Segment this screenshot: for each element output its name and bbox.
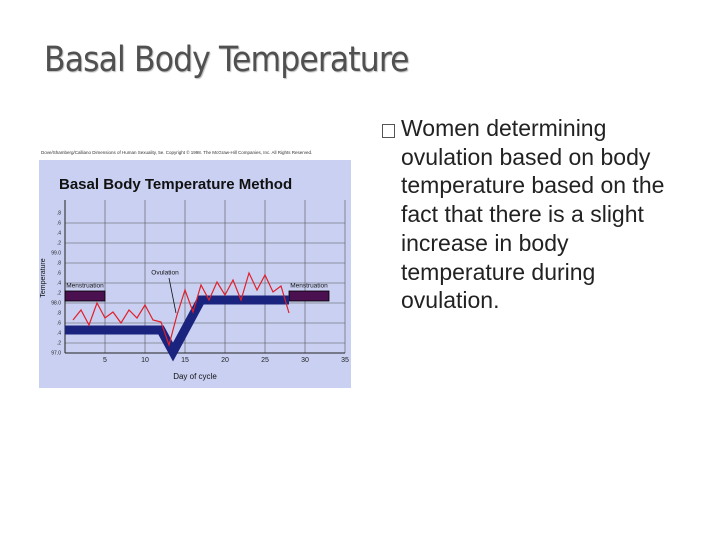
y-tick-label: .6 xyxy=(57,220,61,226)
plot-background xyxy=(39,160,351,388)
band-label: Menstruation xyxy=(66,283,104,290)
series-line xyxy=(65,295,289,362)
bullet-marker xyxy=(382,124,395,138)
x-axis-label: Day of cycle xyxy=(173,372,217,381)
x-tick-label: 25 xyxy=(261,357,269,364)
figure: Dove/Shamberg/Calliano Dimensions of Hum… xyxy=(37,145,353,388)
y-tick-label: 97.0 xyxy=(51,350,61,356)
band-label: Menstruation xyxy=(290,283,328,290)
x-tick-label: 35 xyxy=(341,357,349,364)
menstruation-band xyxy=(288,290,330,302)
x-tick-label: 30 xyxy=(301,357,309,364)
ovulation-label: Ovulation xyxy=(151,270,179,277)
y-tick-label: .4 xyxy=(57,230,61,236)
chart-title: Basal Body Temperature Method xyxy=(59,176,292,193)
y-tick-label: 98.0 xyxy=(51,300,61,306)
y-tick-label: .2 xyxy=(57,340,61,346)
slide-title: Basal Body Temperature xyxy=(44,40,410,80)
x-tick-label: 10 xyxy=(141,357,149,364)
y-tick-label: .2 xyxy=(57,240,61,246)
ovulation-arrow xyxy=(168,277,177,314)
series-line xyxy=(72,271,290,348)
x-tick-label: 5 xyxy=(103,357,107,364)
menstruation-band xyxy=(64,290,106,302)
x-tick-label: 15 xyxy=(181,357,189,364)
y-tick-label: .2 xyxy=(57,290,61,296)
y-tick-label: .8 xyxy=(57,260,61,266)
y-tick-label: .6 xyxy=(57,270,61,276)
x-tick-label: 20 xyxy=(221,357,229,364)
bullet-text: Women determining ovulation based on bod… xyxy=(401,115,665,314)
y-tick-label: .4 xyxy=(57,330,61,336)
y-tick-label: .4 xyxy=(57,280,61,286)
y-tick-label: .6 xyxy=(57,320,61,326)
y-tick-label: 99.0 xyxy=(51,250,61,256)
y-tick-label: .8 xyxy=(57,310,61,316)
y-tick-label: .8 xyxy=(57,210,61,216)
credit: Dove/Shamberg/Calliano Dimensions of Hum… xyxy=(41,149,312,155)
y-axis-label: Temperature xyxy=(40,258,47,297)
